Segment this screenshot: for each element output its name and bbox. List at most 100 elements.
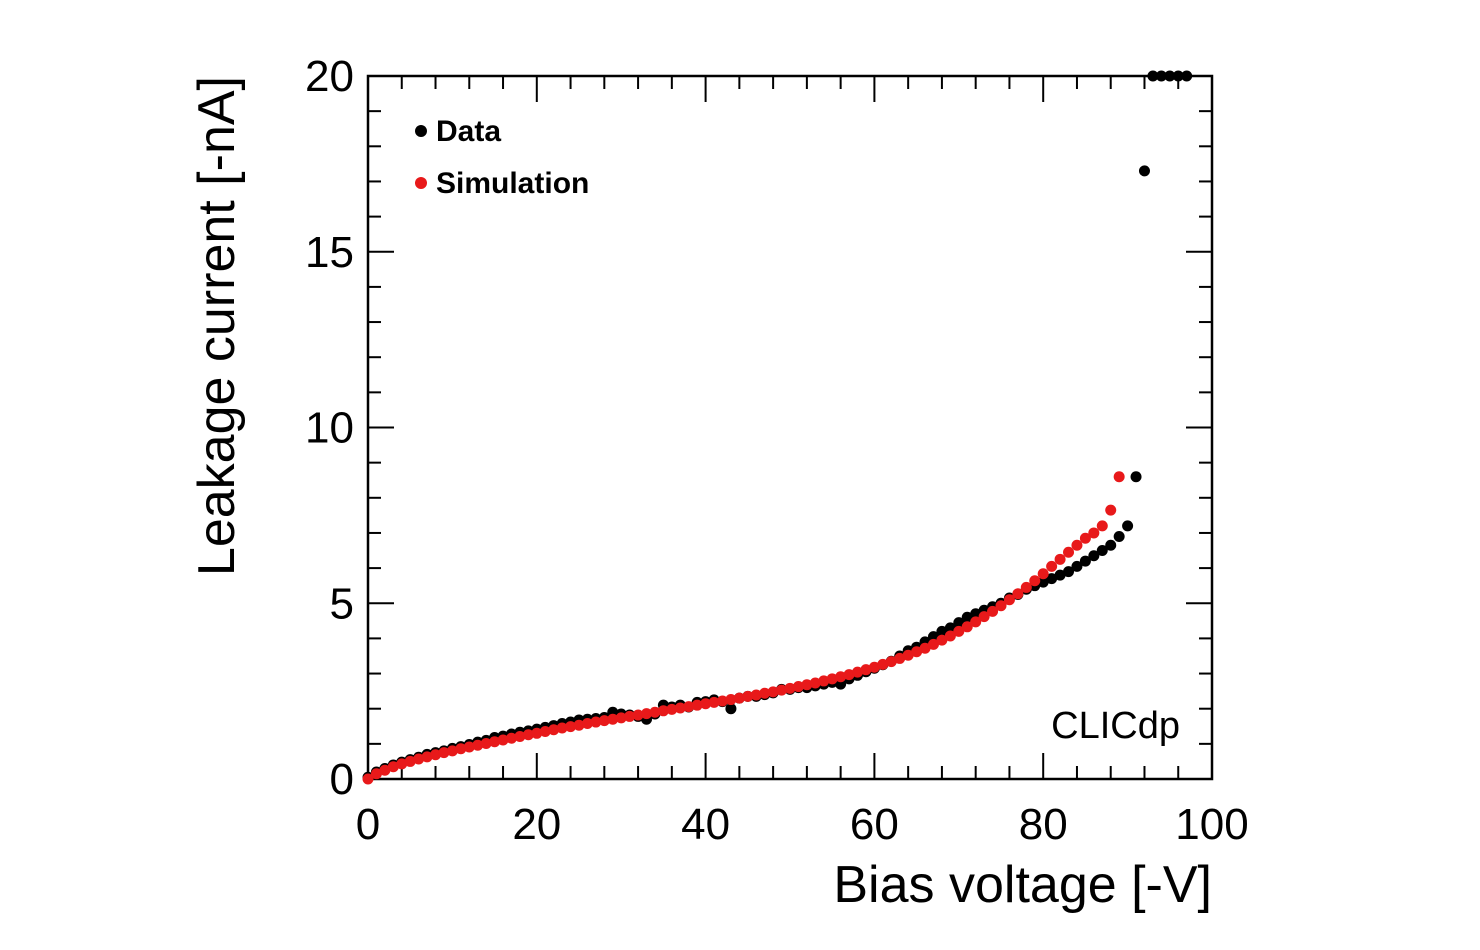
data-point-simulation (868, 661, 880, 673)
data-point-data (1164, 70, 1176, 82)
data-point-data (1181, 70, 1193, 82)
data-point-simulation (978, 611, 990, 623)
data-point-simulation (632, 709, 644, 721)
data-point-simulation (489, 736, 501, 748)
legend: Data Simulation (415, 115, 589, 200)
x-tick-label: 40 (681, 800, 730, 849)
data-point-simulation (430, 749, 442, 761)
data-point-simulation (961, 621, 973, 633)
data-point-simulation (801, 679, 813, 691)
legend-label-data: Data (436, 115, 501, 148)
data-point-simulation (379, 764, 391, 776)
series-layer (362, 70, 1193, 785)
data-point-simulation (750, 689, 762, 701)
data-point-simulation (700, 698, 712, 710)
data-point-data (1147, 70, 1159, 82)
data-point-simulation (936, 634, 948, 646)
data-point-simulation (818, 675, 830, 687)
data-point-simulation (598, 715, 610, 727)
y-tick-label: 10 (305, 404, 354, 453)
data-point-simulation (1071, 539, 1083, 551)
legend-marker-data (415, 125, 427, 137)
data-point-simulation (1046, 560, 1058, 572)
data-point-simulation (480, 737, 492, 749)
data-point-simulation (877, 658, 889, 670)
data-point-simulation (641, 708, 653, 720)
data-point-simulation (396, 758, 408, 770)
data-point-simulation (1029, 575, 1041, 587)
y-tick-label: 0 (330, 755, 354, 804)
data-point-simulation (716, 695, 728, 707)
data-point-simulation (1088, 527, 1100, 539)
data-point-simulation (852, 666, 864, 678)
data-point-simulation (944, 630, 956, 642)
data-point-simulation (463, 741, 475, 753)
data-point-data (1037, 576, 1049, 588)
data-point-data (927, 631, 939, 643)
data-point-simulation (894, 652, 906, 664)
y-axis: 0 5 10 15 20 (305, 52, 1212, 804)
data-point-simulation (776, 684, 788, 696)
series-simulation (362, 471, 1125, 785)
data-point-simulation (767, 686, 779, 698)
data-point-data (1122, 520, 1134, 532)
data-point-simulation (784, 682, 796, 694)
data-point-simulation (404, 755, 416, 767)
data-point-data (961, 611, 973, 623)
data-point-simulation (531, 727, 543, 739)
data-point-simulation (446, 745, 458, 757)
y-tick-label: 20 (305, 52, 354, 101)
data-point-simulation (970, 616, 982, 628)
y-tick-label: 15 (305, 228, 354, 277)
data-point-simulation (666, 703, 678, 715)
data-point-simulation (674, 702, 686, 714)
data-point-simulation (556, 722, 568, 734)
x-tick-label: 20 (512, 800, 561, 849)
data-point-simulation (725, 694, 737, 706)
data-point-simulation (421, 751, 433, 763)
data-point-simulation (987, 605, 999, 617)
data-point-simulation (809, 677, 821, 689)
data-point-simulation (1012, 588, 1024, 600)
data-point-simulation (370, 768, 382, 780)
data-point-simulation (505, 732, 517, 744)
data-point-simulation (843, 669, 855, 681)
data-point-simulation (1105, 504, 1117, 516)
data-point-simulation (1063, 546, 1075, 558)
data-point-data (953, 617, 965, 629)
data-point-simulation (885, 656, 897, 668)
data-point-data (1054, 569, 1066, 581)
data-point-simulation (1079, 532, 1091, 544)
data-point-data (944, 622, 956, 634)
data-point-simulation (742, 690, 754, 702)
data-point-simulation (657, 705, 669, 717)
data-point-simulation (539, 726, 551, 738)
data-point-simulation (826, 673, 838, 685)
data-point-simulation (413, 753, 425, 765)
data-point-data (1105, 539, 1117, 551)
data-point-data (970, 608, 982, 620)
data-point-simulation (624, 710, 636, 722)
data-point-data (1113, 530, 1125, 542)
data-point-simulation (565, 721, 577, 733)
data-point-simulation (733, 692, 745, 704)
legend-marker-simulation (415, 177, 427, 189)
data-point-simulation (1113, 471, 1125, 483)
data-point-simulation (615, 712, 627, 724)
x-tick-label: 0 (356, 800, 380, 849)
data-point-simulation (649, 706, 661, 718)
data-point-simulation (708, 696, 720, 708)
data-point-simulation (835, 671, 847, 683)
legend-label-simulation: Simulation (436, 167, 589, 200)
data-point-simulation (455, 743, 467, 755)
data-point-simulation (522, 729, 534, 741)
data-point-simulation (1096, 520, 1108, 532)
data-point-simulation (607, 713, 619, 725)
data-point-data (1172, 70, 1184, 82)
data-point-simulation (683, 701, 695, 713)
data-point-simulation (548, 724, 560, 736)
x-tick-label: 80 (1019, 800, 1068, 849)
data-point-simulation (927, 638, 939, 650)
data-point-data (1046, 573, 1058, 585)
data-point-simulation (953, 625, 965, 637)
